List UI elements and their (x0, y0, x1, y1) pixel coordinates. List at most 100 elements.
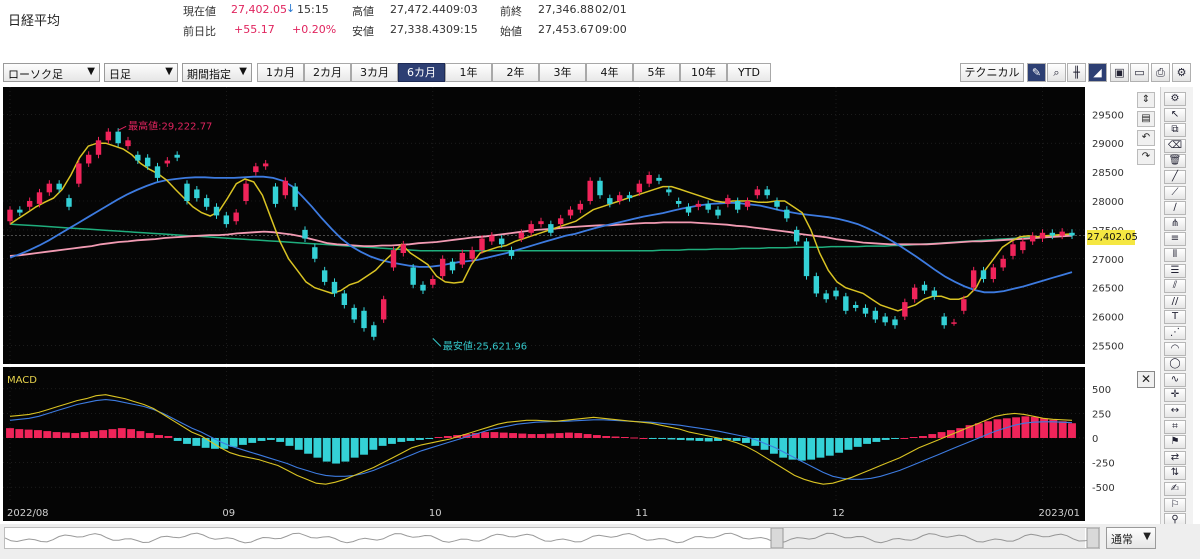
settings-icon[interactable]: ⚙ (1164, 92, 1186, 106)
expand-icon[interactable]: ⇕ (1137, 92, 1155, 108)
lock-icon[interactable]: ▤ (1137, 111, 1155, 127)
ray-tool-icon[interactable]: ⟋ (1164, 185, 1186, 200)
candle-body (951, 322, 957, 324)
chart-type-select[interactable]: ローソク足 ▼ (3, 63, 100, 82)
vertical-arrows-icon[interactable]: ⇅ (1164, 466, 1186, 481)
candlestick-icon[interactable]: ╫ (1067, 63, 1086, 82)
candle-body (449, 261, 456, 271)
candle-body (1029, 235, 1036, 242)
vertical-lines-icon[interactable]: ⦀ (1164, 248, 1186, 262)
interval-select[interactable]: 日足 ▼ (104, 63, 178, 82)
fan-icon[interactable]: ⋰ (1164, 326, 1186, 340)
print-icon[interactable]: ⎙ (1151, 63, 1170, 82)
period-button-5[interactable]: 1年 (445, 63, 492, 82)
eraser-icon[interactable]: ⌫ (1164, 138, 1186, 153)
candle-body (36, 192, 43, 204)
period-button-9[interactable]: 5年 (633, 63, 680, 82)
navigator-handle-left[interactable] (770, 528, 784, 548)
candle-body (616, 195, 623, 201)
pattern-icon[interactable]: ⌗ (1164, 419, 1186, 434)
period-button-7[interactable]: 3年 (539, 63, 586, 82)
text-icon[interactable]: T (1164, 310, 1186, 325)
settings-icon[interactable]: ⚙ (1172, 63, 1191, 82)
channel-icon[interactable]: ⫽ (1164, 279, 1186, 294)
macd-histogram-bar (145, 433, 154, 438)
redo-icon[interactable]: ↷ (1137, 149, 1155, 165)
measure-icon[interactable]: ↔ (1164, 404, 1186, 418)
period-button-10[interactable]: 10年 (680, 63, 727, 82)
current-price-label: 現在値 (183, 5, 216, 18)
macd-histogram-bar (872, 437, 881, 442)
candle-body (76, 163, 82, 184)
pitchfork-icon[interactable]: ⋔ (1164, 216, 1186, 231)
macd-histogram-bar (350, 437, 359, 458)
copy-icon[interactable]: ⧉ (1164, 123, 1186, 138)
chart-canvas[interactable]: 2550026000265002700027500280002850029000… (0, 87, 1160, 524)
candle-body (390, 250, 397, 268)
candle-body (459, 253, 466, 265)
candle-body (626, 195, 633, 199)
candle-body (931, 290, 938, 297)
macd-histogram-bar (322, 437, 331, 462)
range-navigator[interactable] (4, 527, 1100, 549)
macd-histogram-bar (43, 431, 52, 438)
wave-icon[interactable]: ∿ (1164, 372, 1186, 387)
period-button-2[interactable]: 2カ月 (304, 63, 351, 82)
dropdown-arrow-icon: ▼ (1143, 531, 1151, 542)
candle-body (272, 186, 279, 204)
cursor-icon[interactable]: ↖ (1164, 107, 1186, 122)
high-value: 27,472.44 (390, 3, 446, 16)
macd-histogram-bar (788, 437, 797, 460)
trend-tool-icon[interactable]: ∕ (1164, 201, 1186, 216)
time-tick-label: 10 (429, 508, 442, 519)
macd-panel[interactable] (3, 367, 1085, 501)
zoom-icon[interactable]: ⌕ (1047, 63, 1066, 82)
navigator-window[interactable] (783, 528, 1085, 548)
macd-histogram-bar (481, 432, 490, 438)
arrows-icon[interactable]: ⇄ (1164, 450, 1186, 465)
candle-body (793, 229, 800, 242)
down-arrow-icon: ↓ (286, 2, 296, 15)
period-button-3[interactable]: 3カ月 (351, 63, 398, 82)
label-icon[interactable]: ⚑ (1164, 435, 1186, 450)
flag-icon[interactable]: ⚐ (1164, 497, 1186, 512)
undo-icon[interactable]: ↶ (1137, 130, 1155, 146)
close-macd-icon[interactable]: ✕ (1137, 371, 1155, 388)
parallel-icon[interactable]: // (1164, 294, 1186, 309)
macd-histogram-bar (518, 433, 527, 438)
period-button-11[interactable]: YTD (727, 63, 771, 82)
pen-icon[interactable]: ✎ (1027, 63, 1046, 82)
macd-histogram-bar (825, 437, 834, 456)
candle-body (7, 209, 13, 222)
arc-icon[interactable]: ◠ (1164, 341, 1186, 356)
period-button-6[interactable]: 2年 (492, 63, 539, 82)
candle-body (1049, 232, 1056, 236)
period-button-8[interactable]: 4年 (586, 63, 633, 82)
line-tool-icon[interactable]: ╱ (1164, 170, 1186, 184)
low-label: 安値 (352, 25, 374, 38)
folder-icon[interactable]: ▭ (1130, 63, 1149, 82)
crosshair-icon[interactable]: ✛ (1164, 388, 1186, 403)
candle-body (1010, 244, 1016, 256)
navigator-handle-right[interactable] (1086, 528, 1099, 548)
period-button-4[interactable]: 6カ月 (398, 63, 445, 82)
time-tick-label: 09 (222, 508, 235, 519)
macd-histogram-bar (313, 437, 322, 458)
brush-icon[interactable]: ✍ (1164, 482, 1186, 496)
period-mode-select[interactable]: 期間指定 ▼ (182, 63, 252, 82)
horizontal-lines-icon[interactable]: ☰ (1164, 263, 1186, 278)
save-icon[interactable]: ▣ (1110, 63, 1129, 82)
fib-icon[interactable]: ≡ (1164, 232, 1186, 247)
navigator-mode-select[interactable]: 通常 ▼ (1106, 527, 1156, 549)
annotation-text: 最安値:25,621.96 (443, 339, 527, 352)
technical-button[interactable]: テクニカル (960, 63, 1024, 82)
trash-icon[interactable]: 🗑 (1164, 154, 1186, 169)
period-button-1[interactable]: 1カ月 (257, 63, 304, 82)
area-chart-icon[interactable]: ◢ (1088, 63, 1107, 82)
open-value: 27,453.67 (538, 23, 594, 36)
macd-histogram-bar (965, 425, 974, 438)
macd-histogram-bar (583, 434, 592, 438)
candle-body (292, 186, 298, 207)
cycle-icon[interactable]: ◯ (1164, 357, 1186, 372)
macd-histogram-bar (732, 437, 741, 441)
